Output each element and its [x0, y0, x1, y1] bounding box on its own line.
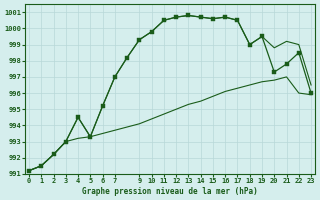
X-axis label: Graphe pression niveau de la mer (hPa): Graphe pression niveau de la mer (hPa): [82, 187, 258, 196]
